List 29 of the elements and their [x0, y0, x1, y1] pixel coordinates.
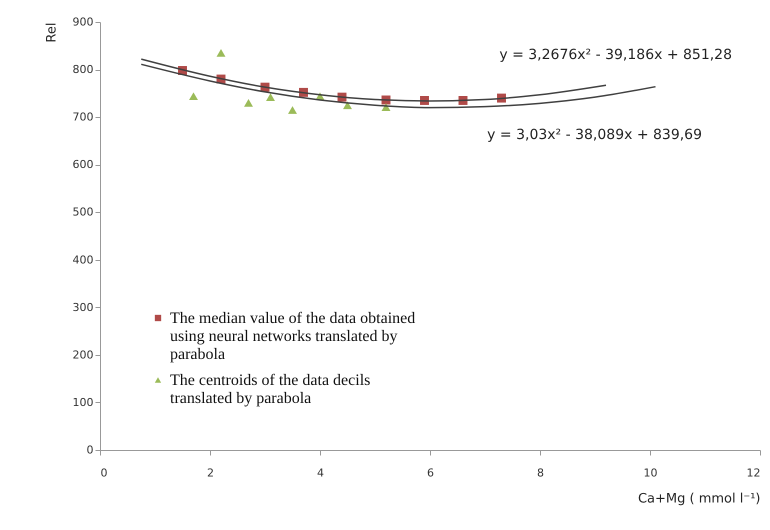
- x-tick-label: 8: [537, 466, 544, 480]
- y-tick-label: 500: [72, 206, 94, 219]
- x-axis-title: Ca+Mg ( mmol l⁻¹): [638, 492, 760, 506]
- point: [288, 106, 297, 114]
- point: [244, 98, 253, 107]
- point: [189, 92, 198, 100]
- point: [266, 93, 275, 102]
- y-tick-label: 600: [72, 158, 94, 172]
- legend-label: The median value of the data obtained using neural networks translated by parabola: [170, 310, 416, 363]
- x-tick-label: 10: [644, 466, 658, 480]
- legend-label: The centroids of the data decils translated by parabola: [170, 372, 370, 407]
- y-tick-label: 100: [72, 396, 94, 409]
- y-tick-label: 200: [72, 348, 94, 362]
- y-tick-label: 0: [86, 444, 94, 456]
- annotation: y = 3,2676x² - 39,186x + 851,28: [499, 47, 732, 63]
- annotation: y = 3,03x² - 38,089x + 839,69: [487, 127, 702, 143]
- x-tick-label: 2: [207, 466, 214, 480]
- line-series: [140, 64, 656, 108]
- y-tick-label: 400: [72, 253, 94, 266]
- y-tick-label: 700: [72, 110, 94, 124]
- y-tick-label: 800: [72, 63, 94, 76]
- point: [216, 49, 226, 57]
- x-tick-label: 0: [100, 466, 108, 480]
- y-axis-title: Rel: [44, 22, 60, 43]
- y-tick-label: 300: [72, 300, 94, 314]
- y-tick-label: 900: [72, 16, 94, 28]
- x-tick-label: 4: [317, 466, 324, 480]
- x-tick-label: 6: [427, 466, 434, 480]
- x-tick-label: 12: [746, 466, 760, 480]
